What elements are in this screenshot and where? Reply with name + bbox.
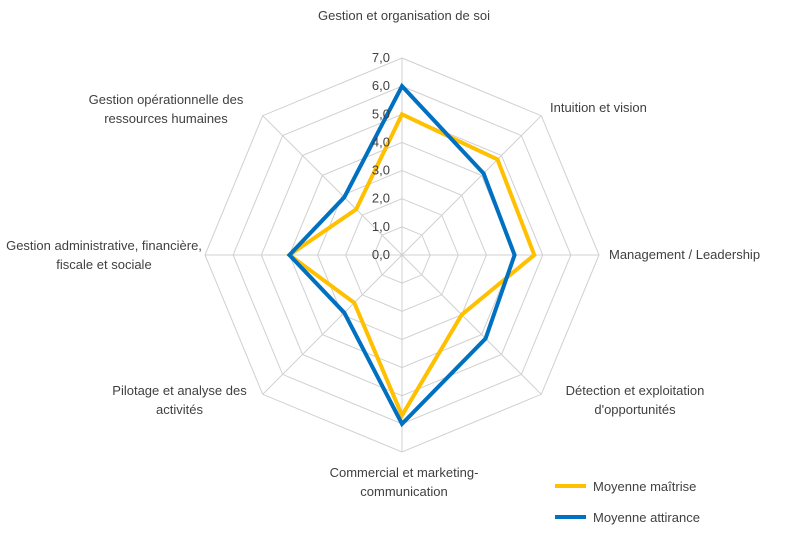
axis-label: Pilotage et analyse des activités bbox=[112, 383, 247, 417]
tick-label: 2,0 bbox=[372, 191, 390, 206]
axis-label: Gestion et organisation de soi bbox=[318, 8, 490, 23]
axis-label: Commercial et marketing-communication bbox=[329, 465, 479, 499]
axis-label: Management / Leadership bbox=[609, 247, 761, 262]
spoke bbox=[262, 254, 403, 395]
tick-label: 5,0 bbox=[372, 106, 390, 121]
series-line bbox=[286, 82, 517, 428]
tick-label: 7,0 bbox=[372, 50, 390, 65]
tick-label: 0,0 bbox=[372, 247, 390, 262]
tick-label: 6,0 bbox=[372, 78, 390, 93]
legend-label: Moyenne maîtrise bbox=[593, 479, 696, 494]
spoke bbox=[262, 115, 403, 256]
series-line bbox=[285, 111, 537, 420]
spoke bbox=[401, 254, 542, 395]
tick-label: 1,0 bbox=[372, 219, 390, 234]
tick-label: 3,0 bbox=[372, 163, 390, 178]
tick-label: 4,0 bbox=[372, 134, 390, 149]
axis-label: Intuition et vision bbox=[550, 100, 647, 115]
axis-label: Gestion opérationnelle des ressources hu… bbox=[88, 92, 244, 126]
spoke bbox=[401, 115, 542, 256]
legend-label: Moyenne attirance bbox=[593, 510, 700, 525]
axis-label: Détection et exploitation d'opportunités bbox=[565, 383, 705, 417]
axis-label: Gestion administrative, financière, fisc… bbox=[6, 238, 202, 272]
